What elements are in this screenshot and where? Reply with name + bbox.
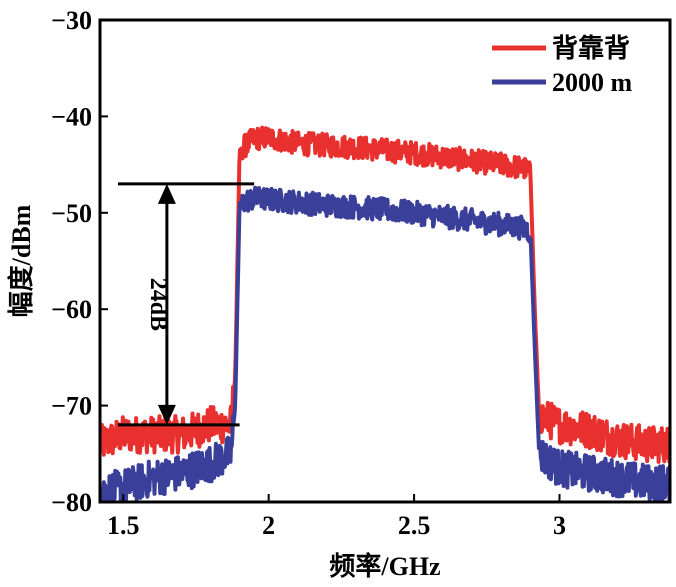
y-axis-title: 幅度/dBm [6,204,36,317]
y-tick-label: −80 [51,488,92,517]
y-tick-label: −70 [51,392,92,421]
x-tick-label: 3 [553,511,566,540]
x-axis-title: 频率/GHz [329,551,440,581]
x-tick-label: 1.5 [107,511,140,540]
y-tick-label: −60 [51,295,92,324]
y-tick-label: −30 [51,6,92,35]
legend-label: 背靠背 [552,34,630,63]
annotation-label: 24dB [145,278,171,331]
annotation-arrow-head-up [157,183,176,204]
series-line-2000m [100,185,670,502]
plot-frame [98,18,672,504]
series-line-back-to-back [100,125,670,464]
x-tick-label: 2 [262,511,275,540]
y-tick-label: −50 [51,199,92,228]
legend-label: 2000 m [552,68,633,97]
x-tick-label: 2.5 [398,511,431,540]
y-tick-label: −40 [51,102,92,131]
annotation-arrow-head-down [157,404,176,425]
